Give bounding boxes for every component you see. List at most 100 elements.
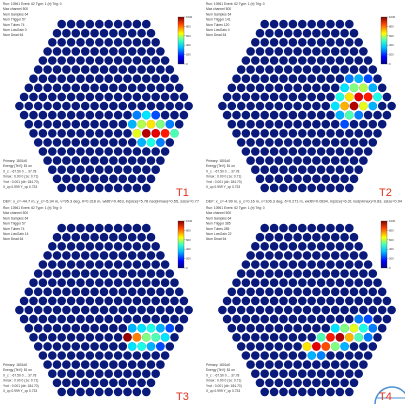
pmt	[359, 342, 368, 351]
pmt	[373, 278, 382, 287]
footer-line: Xmax : 0.00 0 (1e: 0.71)	[3, 175, 38, 179]
pmt	[128, 306, 137, 315]
pmt	[298, 388, 307, 397]
pmt	[95, 129, 104, 138]
pmt	[137, 65, 146, 74]
pmt	[350, 65, 359, 74]
pmt	[260, 165, 269, 174]
pmt	[289, 369, 298, 378]
pmt	[86, 297, 95, 306]
pmt	[39, 260, 48, 269]
pmt	[312, 84, 321, 93]
pmt	[114, 129, 123, 138]
telescope-label: T2	[379, 187, 392, 199]
pmt	[354, 129, 363, 138]
pmt	[104, 147, 113, 156]
pmt	[331, 379, 340, 388]
pmt	[279, 369, 288, 378]
pmt	[161, 351, 170, 360]
pmt	[109, 156, 118, 165]
pmt	[270, 333, 279, 342]
pmt	[345, 165, 354, 174]
pmt	[114, 74, 123, 83]
pmt	[359, 156, 368, 165]
pmt	[53, 233, 62, 242]
pmt	[109, 29, 118, 38]
pmt	[142, 351, 151, 360]
footer-line: Xmax : 0.00 0 (1e: 0.71)	[206, 379, 241, 383]
pmt	[312, 102, 321, 111]
telescope-label: T3	[176, 391, 189, 403]
pmt	[104, 129, 113, 138]
pmt	[95, 165, 104, 174]
header-line: Run: 10961 Event: 62 Type: 1 (b) Trig: 0	[3, 2, 62, 6]
pmt	[137, 288, 146, 297]
pmt	[104, 20, 113, 29]
pmt	[81, 379, 90, 388]
pmt-hit	[331, 342, 340, 351]
pmt	[326, 129, 335, 138]
pmt	[123, 147, 132, 156]
pmt	[100, 251, 109, 260]
pmt	[72, 84, 81, 93]
pmt	[223, 93, 232, 102]
pmt	[67, 242, 76, 251]
pmt	[350, 251, 359, 260]
pmt	[100, 156, 109, 165]
pmt	[275, 175, 284, 184]
pmt	[180, 111, 189, 120]
header-line: Num Samples 64	[206, 12, 231, 16]
pmt	[166, 65, 175, 74]
header-line: Num Tubes 285	[206, 227, 229, 231]
pmt	[128, 29, 137, 38]
pmt	[275, 156, 284, 165]
pmt	[57, 333, 66, 342]
pmt	[369, 120, 378, 129]
pmt	[128, 233, 137, 242]
pmt	[25, 102, 34, 111]
pmt	[307, 129, 316, 138]
pmt	[109, 175, 118, 184]
pmt	[270, 260, 279, 269]
pmt	[270, 74, 279, 83]
pmt	[284, 47, 293, 56]
pmt	[340, 175, 349, 184]
pmt	[123, 369, 132, 378]
pmt	[303, 233, 312, 242]
pmt	[270, 351, 279, 360]
pmt	[100, 269, 109, 278]
pmt	[326, 297, 335, 306]
pmt	[147, 306, 156, 315]
pmt	[298, 351, 307, 360]
pmt	[326, 147, 335, 156]
pmt	[76, 111, 85, 120]
pmt	[350, 306, 359, 315]
pmt	[86, 74, 95, 83]
pmt	[270, 224, 279, 233]
pmt	[317, 242, 326, 251]
pmt	[303, 360, 312, 369]
pmt	[246, 269, 255, 278]
pmt	[298, 147, 307, 156]
pmt	[62, 156, 71, 165]
pmt	[100, 288, 109, 297]
pmt	[156, 360, 165, 369]
pmt	[48, 93, 57, 102]
pmt	[166, 138, 175, 147]
pmt	[354, 242, 363, 251]
pmt	[67, 351, 76, 360]
pmt	[270, 147, 279, 156]
pmt	[29, 93, 38, 102]
pmt	[104, 242, 113, 251]
pmt	[142, 184, 151, 193]
pmt	[104, 369, 113, 378]
pmt	[166, 342, 175, 351]
pmt	[156, 47, 165, 56]
pmt	[232, 111, 241, 120]
footer-line: Yrot : 0.001 (dir: 184.70)	[206, 384, 242, 388]
pmt	[95, 315, 104, 324]
pmt	[350, 379, 359, 388]
pmt	[265, 233, 274, 242]
pmt	[260, 278, 269, 287]
pmt	[62, 251, 71, 260]
